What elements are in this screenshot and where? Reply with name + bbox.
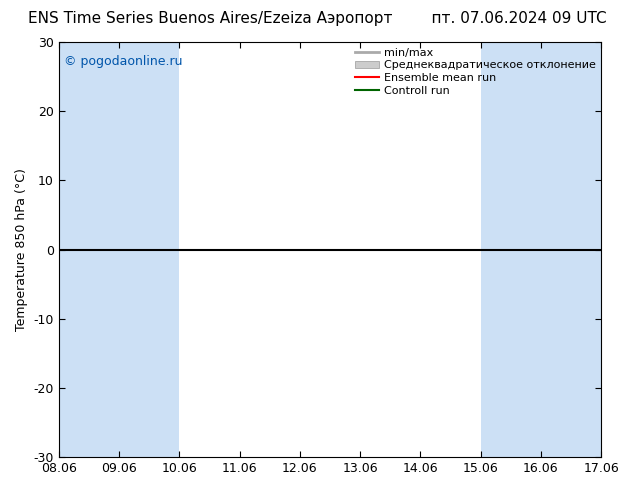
Bar: [119, 42, 179, 457]
Bar: [541, 42, 601, 457]
Legend: min/max, Среднеквадратическое отклонение, Ensemble mean run, Controll run: min/max, Среднеквадратическое отклонение…: [353, 46, 598, 98]
Text: © pogodaonline.ru: © pogodaonline.ru: [64, 54, 183, 68]
Bar: [59, 42, 119, 457]
Text: ENS Time Series Buenos Aires/Ezeiza Аэропорт        пт. 07.06.2024 09 UTC: ENS Time Series Buenos Aires/Ezeiza Аэро…: [28, 11, 606, 26]
Bar: [481, 42, 541, 457]
Y-axis label: Temperature 850 hPa (°C): Temperature 850 hPa (°C): [15, 168, 28, 331]
